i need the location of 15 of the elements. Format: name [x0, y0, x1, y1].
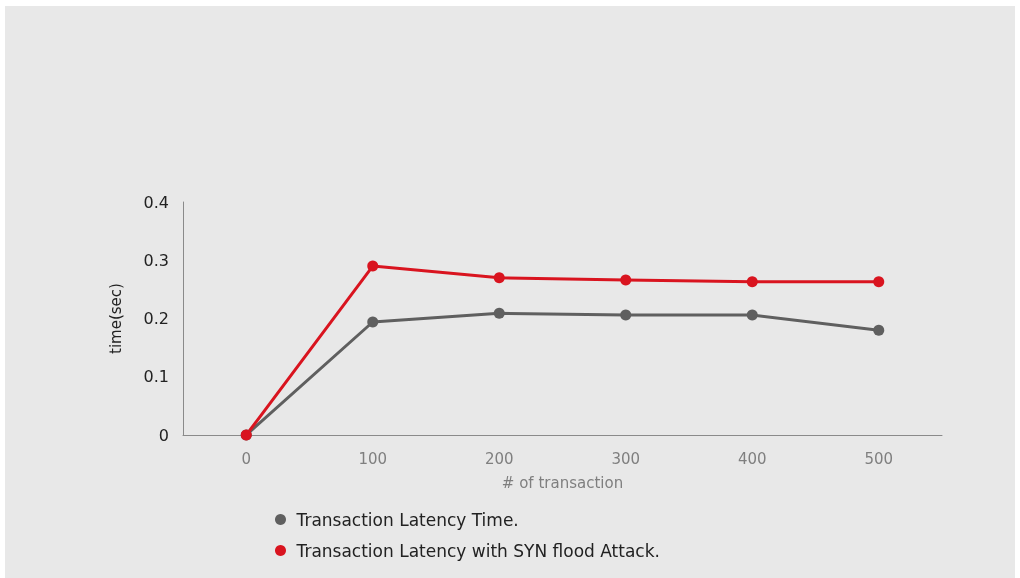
x-tick-label: 100 — [358, 449, 388, 468]
y-tick-label: 0.3 — [143, 250, 169, 270]
y-tick-label: 0.2 — [143, 309, 169, 328]
x-axis-title: # of transaction — [501, 473, 624, 492]
legend-label: Transaction Latency Time. — [295, 509, 519, 530]
y-tick-label: 0.4 — [143, 192, 169, 212]
x-tick-label: 300 — [611, 449, 641, 468]
x-tick-label: 200 — [484, 449, 514, 468]
y-tick-label: 0.1 — [143, 367, 169, 387]
legend-label: Transaction Latency with SYN flood Attack. — [295, 540, 660, 561]
x-tick-label: 0 — [241, 449, 252, 468]
x-tick-label: 500 — [864, 449, 894, 468]
y-axis-title: time(sec) — [106, 283, 125, 354]
x-tick-label: 400 — [737, 449, 767, 468]
y-tick-label: 0 — [158, 425, 169, 445]
